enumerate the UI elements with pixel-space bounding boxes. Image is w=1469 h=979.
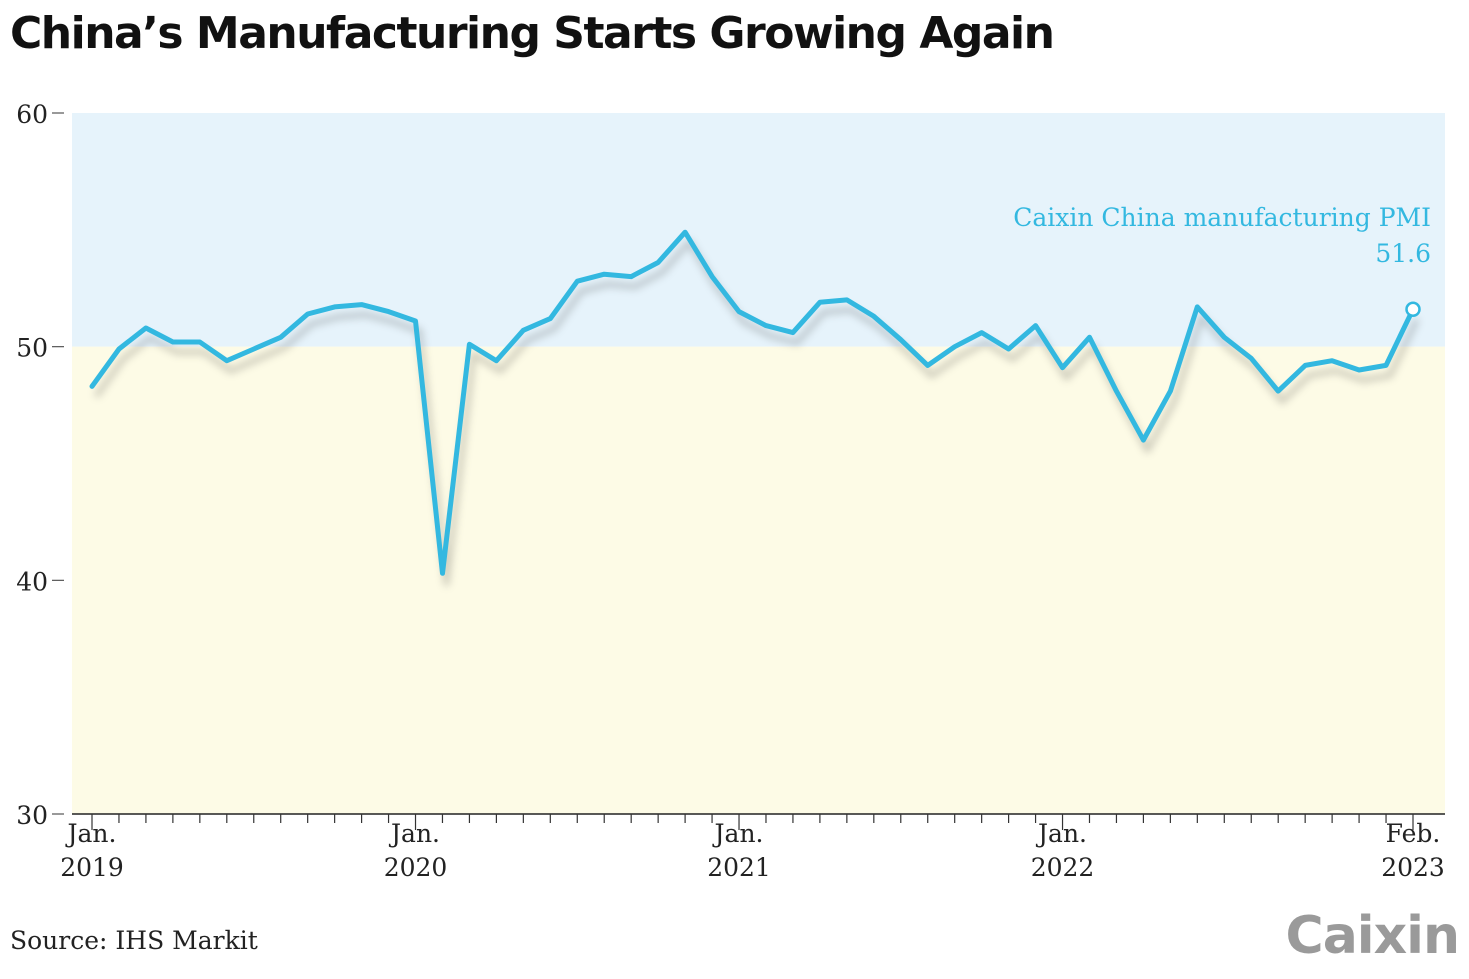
data-point [224,358,229,363]
data-point [197,339,202,344]
data-point [251,347,256,352]
data-point [1276,389,1281,394]
data-point [440,571,445,576]
data-point [763,323,768,328]
data-point [1249,356,1254,361]
x-tick-label-year: 2023 [1381,853,1445,882]
data-point [871,314,876,319]
data-point [1330,358,1335,363]
data-point [90,384,95,389]
data-point [737,309,742,314]
latest-value-label: 51.6 [1375,239,1431,268]
data-point [952,344,957,349]
y-tick-label: 30 [16,801,48,830]
expansion-zone [72,113,1445,347]
data-point [979,330,984,335]
x-tick-label-year: 2021 [707,853,771,882]
data-point [817,300,822,305]
caixin-logo: Caixin [1285,906,1460,966]
data-point [548,316,553,321]
data-point [1060,365,1065,370]
y-axis: 30 40 50 60 [16,100,64,830]
y-tick-label: 50 [16,334,48,363]
data-point [1033,323,1038,328]
data-point [305,311,310,316]
x-tick-label-year: 2020 [384,853,448,882]
chart-title: China’s Manufacturing Starts Growing Aga… [10,8,1055,59]
data-point [1222,335,1227,340]
data-point [467,342,472,347]
data-point [1357,368,1362,373]
data-point [386,309,391,314]
data-point [170,339,175,344]
series-line-shadow [93,239,1420,587]
data-point [898,337,903,342]
x-tick-label-year: 2019 [60,853,124,882]
data-point [143,325,148,330]
x-axis: Jan. 2019 Jan. 2020 Jan. 2021 Jan. 2022 Feb. 2023 [60,813,1445,882]
data-point [1195,304,1200,309]
data-point [116,347,121,352]
data-point [629,274,634,279]
contraction-zone [72,346,1445,814]
data-point [1168,389,1173,394]
x-tick-label: Feb. [1386,819,1441,848]
data-point [1114,389,1119,394]
source-note: Source: IHS Markit [10,926,258,955]
y-tick-label: 40 [16,567,48,596]
data-point [278,335,283,340]
series-label: Caixin China manufacturing PMI [1013,203,1431,232]
data-point [656,260,661,265]
data-point [1006,347,1011,352]
series-line [89,229,1416,576]
x-tick-label: Jan. [388,819,440,848]
data-point [1303,363,1308,368]
data-point [790,330,795,335]
x-tick-label: Jan. [1035,819,1087,848]
data-point [1141,438,1146,443]
data-point [1087,335,1092,340]
data-point [710,274,715,279]
data-point [1384,363,1389,368]
data-point [683,230,688,235]
data-point [925,363,930,368]
data-point [359,302,364,307]
data-point [844,297,849,302]
data-point [602,272,607,277]
data-point [521,328,526,333]
data-point [332,304,337,309]
data-point [494,358,499,363]
x-tick-label-year: 2022 [1031,853,1095,882]
data-point [575,279,580,284]
x-tick-label: Jan. [712,819,764,848]
data-point [413,318,418,323]
y-tick-label: 60 [16,100,48,129]
x-tick-label: Jan. [65,819,117,848]
latest-value-marker [1405,301,1421,318]
